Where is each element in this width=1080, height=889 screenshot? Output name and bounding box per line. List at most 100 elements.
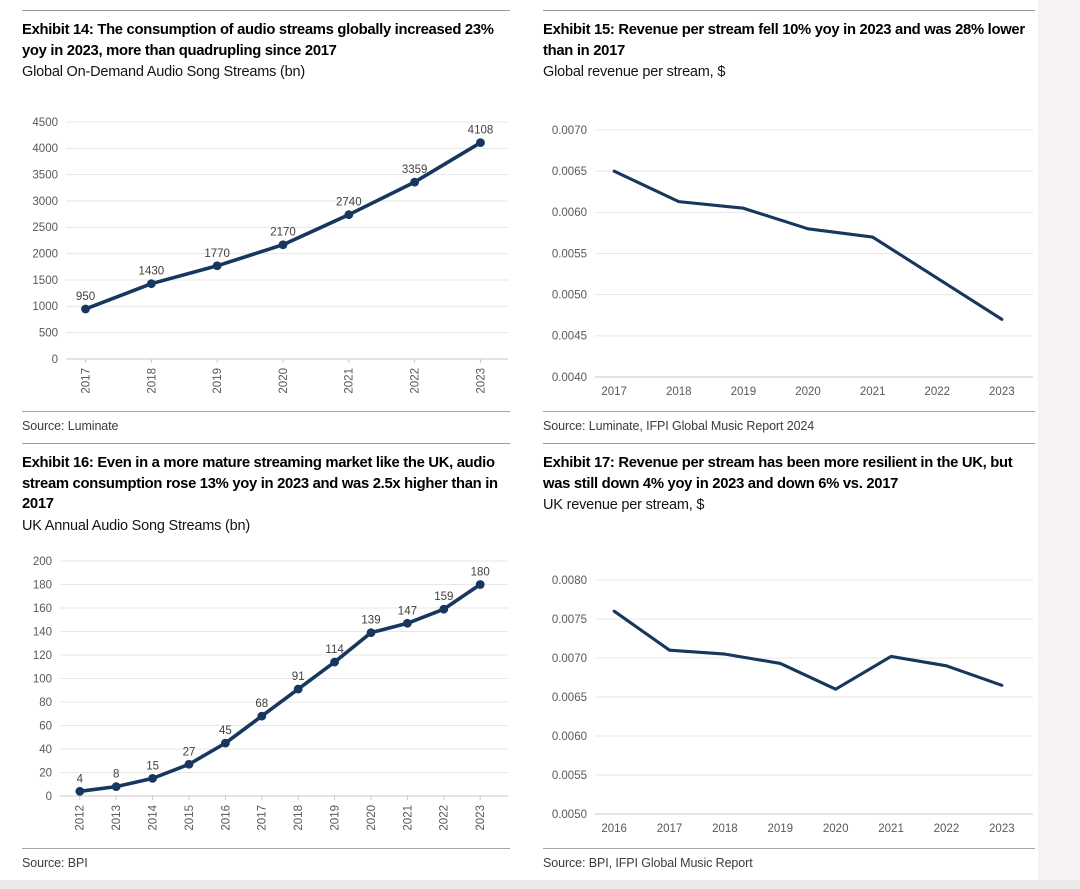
svg-text:139: 139 bbox=[361, 615, 380, 627]
svg-text:1430: 1430 bbox=[139, 266, 165, 278]
exhibit-17-title: Exhibit 17: Revenue per stream has been … bbox=[543, 455, 1013, 492]
svg-text:4: 4 bbox=[77, 773, 84, 785]
svg-text:91: 91 bbox=[292, 671, 305, 683]
exhibit-16-source: Source: BPI bbox=[22, 856, 88, 870]
svg-text:120: 120 bbox=[33, 650, 52, 662]
exhibit-14-source: Source: Luminate bbox=[22, 419, 119, 433]
spacer bbox=[543, 515, 1035, 570]
exhibit-grid: Exhibit 14: The consumption of audio str… bbox=[22, 10, 1035, 880]
svg-text:2021: 2021 bbox=[860, 386, 886, 398]
svg-text:8: 8 bbox=[113, 769, 119, 781]
svg-text:2000: 2000 bbox=[32, 249, 58, 261]
line-chart-exhibit-14: 0 500 1000 1500 2000 2500 3000 3500 4000 4500 2017… bbox=[22, 106, 510, 403]
exhibit-17-subtitle: UK revenue per stream, $ bbox=[543, 497, 705, 513]
svg-text:40: 40 bbox=[39, 744, 52, 756]
svg-text:2023: 2023 bbox=[475, 368, 487, 394]
svg-text:0.0065: 0.0065 bbox=[552, 166, 587, 178]
svg-text:2740: 2740 bbox=[336, 197, 362, 209]
svg-text:0.0060: 0.0060 bbox=[552, 207, 587, 219]
svg-text:0: 0 bbox=[52, 354, 58, 366]
divider bbox=[543, 10, 1035, 11]
svg-text:0.0055: 0.0055 bbox=[552, 248, 587, 260]
svg-text:2016: 2016 bbox=[601, 823, 627, 835]
svg-text:2019: 2019 bbox=[212, 368, 224, 394]
page-bottom-margin bbox=[0, 880, 1080, 889]
panel-exhibit-16: Exhibit 16: Even in a more mature stream… bbox=[22, 443, 510, 880]
svg-text:0.0065: 0.0065 bbox=[552, 692, 587, 704]
svg-text:160: 160 bbox=[33, 603, 52, 615]
svg-text:0.0075: 0.0075 bbox=[552, 614, 587, 626]
svg-text:27: 27 bbox=[183, 746, 196, 758]
svg-text:2022: 2022 bbox=[924, 386, 950, 398]
svg-text:2020: 2020 bbox=[278, 368, 290, 394]
exhibit-15-source: Source: Luminate, IFPI Global Music Repo… bbox=[543, 419, 815, 433]
svg-text:2021: 2021 bbox=[344, 368, 356, 394]
svg-text:60: 60 bbox=[39, 720, 52, 732]
svg-text:3500: 3500 bbox=[32, 170, 58, 182]
svg-text:2020: 2020 bbox=[366, 805, 378, 831]
svg-text:0.0060: 0.0060 bbox=[552, 731, 587, 743]
svg-text:2020: 2020 bbox=[795, 386, 821, 398]
exhibit-14-title: Exhibit 14: The consumption of audio str… bbox=[22, 22, 494, 59]
svg-text:147: 147 bbox=[398, 605, 417, 617]
panel-exhibit-17: Exhibit 17: Revenue per stream has been … bbox=[543, 443, 1035, 880]
exhibit-17-source: Source: BPI, IFPI Global Music Report bbox=[543, 856, 753, 870]
svg-text:2023: 2023 bbox=[475, 805, 487, 831]
svg-text:80: 80 bbox=[39, 697, 52, 709]
svg-text:3359: 3359 bbox=[402, 164, 428, 176]
svg-text:20: 20 bbox=[39, 767, 52, 779]
svg-text:0.0040: 0.0040 bbox=[552, 372, 587, 384]
svg-text:2017: 2017 bbox=[657, 823, 683, 835]
svg-text:0.0055: 0.0055 bbox=[552, 770, 587, 782]
svg-text:2017: 2017 bbox=[601, 386, 627, 398]
svg-text:2023: 2023 bbox=[989, 386, 1015, 398]
exhibit-14-subtitle: Global On-Demand Audio Song Streams (bn) bbox=[22, 64, 305, 80]
svg-text:0.0070: 0.0070 bbox=[552, 653, 587, 665]
svg-text:3000: 3000 bbox=[32, 196, 58, 208]
divider bbox=[543, 411, 1035, 412]
svg-text:4500: 4500 bbox=[32, 117, 58, 129]
svg-text:2170: 2170 bbox=[270, 227, 296, 239]
svg-text:0.0050: 0.0050 bbox=[552, 290, 587, 302]
divider bbox=[22, 848, 510, 849]
svg-text:15: 15 bbox=[146, 760, 159, 772]
svg-text:45: 45 bbox=[219, 725, 232, 737]
exhibit-15-title: Exhibit 15: Revenue per stream fell 10% … bbox=[543, 22, 1025, 59]
svg-text:0: 0 bbox=[46, 791, 52, 803]
svg-text:2023: 2023 bbox=[989, 823, 1015, 835]
svg-text:1000: 1000 bbox=[32, 301, 58, 313]
exhibit-16-title: Exhibit 16: Even in a more mature stream… bbox=[22, 455, 498, 512]
svg-text:100: 100 bbox=[33, 673, 52, 685]
divider bbox=[543, 443, 1035, 444]
svg-text:1770: 1770 bbox=[204, 248, 230, 260]
svg-text:2019: 2019 bbox=[731, 386, 757, 398]
svg-text:0.0080: 0.0080 bbox=[552, 575, 587, 587]
svg-text:2015: 2015 bbox=[184, 805, 196, 831]
svg-text:2018: 2018 bbox=[146, 368, 158, 394]
svg-text:2018: 2018 bbox=[712, 823, 738, 835]
svg-text:500: 500 bbox=[39, 328, 58, 340]
svg-text:2019: 2019 bbox=[330, 805, 342, 831]
divider bbox=[22, 443, 510, 444]
line-chart-exhibit-17: 0.0050 0.0055 0.0060 0.0065 0.0070 0.0075 0.00… bbox=[543, 570, 1035, 840]
exhibit-16-subtitle: UK Annual Audio Song Streams (bn) bbox=[22, 517, 250, 534]
line-chart-exhibit-16: 0 20 40 60 80 100 120 140 160 180 200 2012 2013 2014 2… bbox=[22, 545, 510, 840]
svg-text:68: 68 bbox=[255, 698, 268, 710]
svg-text:180: 180 bbox=[33, 579, 52, 591]
svg-text:1500: 1500 bbox=[32, 275, 58, 287]
svg-text:2022: 2022 bbox=[439, 805, 451, 831]
svg-text:2021: 2021 bbox=[878, 823, 904, 835]
spacer bbox=[22, 536, 510, 546]
divider bbox=[22, 411, 510, 412]
svg-text:2500: 2500 bbox=[32, 222, 58, 234]
svg-text:2018: 2018 bbox=[666, 386, 692, 398]
svg-text:950: 950 bbox=[76, 291, 95, 303]
svg-text:0.0045: 0.0045 bbox=[552, 331, 587, 343]
svg-text:200: 200 bbox=[33, 556, 52, 568]
spacer bbox=[22, 82, 510, 106]
divider bbox=[543, 848, 1035, 849]
line-chart-exhibit-15: 0.0040 0.0045 0.0050 0.0055 0.0060 0.0065 0.00… bbox=[543, 120, 1035, 403]
svg-text:180: 180 bbox=[471, 567, 490, 579]
spacer bbox=[543, 82, 1035, 120]
exhibit-15-subtitle: Global revenue per stream, $ bbox=[543, 64, 726, 80]
